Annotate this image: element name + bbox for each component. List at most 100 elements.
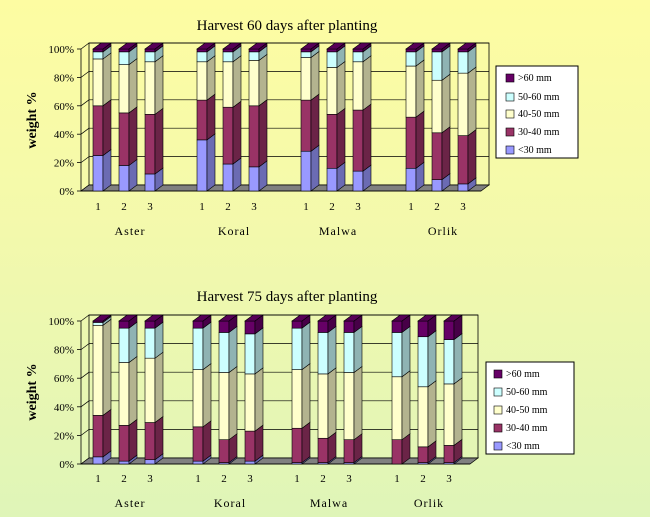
bar-front: [144, 48, 156, 53]
bar-front: [431, 79, 443, 134]
bar-top: [244, 314, 264, 322]
bar-front: [118, 51, 130, 65]
bar-segment-40-50: [343, 365, 363, 441]
bar-label: 2: [434, 201, 440, 213]
bar-front: [326, 114, 338, 169]
legend-label: 30-40 mm: [518, 127, 560, 138]
bar-front: [192, 369, 204, 428]
bar-segment-50-60: [218, 325, 238, 374]
bar-segment-30-40: [248, 99, 268, 168]
bar-front: [300, 99, 312, 152]
bar-front: [317, 332, 329, 375]
bar-top: [144, 42, 164, 50]
bar-side: [301, 321, 311, 371]
bar-segment-40-50: [92, 52, 112, 107]
gridline-diagonal: [80, 42, 90, 50]
bar-front: [352, 51, 364, 63]
y-axis-label: weight %: [25, 363, 40, 420]
bar-front: [300, 57, 312, 101]
bar-front: [92, 51, 104, 60]
bar-side: [102, 148, 112, 192]
bar-front: [300, 150, 312, 192]
bar-segment-40-50: [248, 53, 268, 107]
bar-segment-40-50: [118, 355, 138, 426]
bar-side: [154, 415, 164, 461]
bar-side: [353, 325, 363, 374]
bar-front: [443, 445, 455, 463]
bar-segment-50-60: [417, 330, 437, 388]
bar-side: [258, 99, 268, 168]
bar-front: [417, 446, 429, 463]
bar-front: [192, 320, 204, 329]
bar-front: [222, 163, 234, 192]
bar-side: [202, 321, 212, 371]
bar-side: [154, 107, 164, 175]
bar-top: [417, 314, 437, 322]
bar-front: [244, 373, 256, 432]
bar-front: [300, 48, 312, 53]
bar-side: [362, 103, 372, 172]
bar-front: [443, 383, 455, 446]
category-label: Orlik: [414, 496, 444, 510]
bar-segment-30-40: [222, 100, 242, 165]
bar-front: [244, 320, 256, 335]
bar-label: 2: [225, 201, 231, 213]
bar-segment-50-60: [244, 327, 264, 375]
bar-side: [427, 330, 437, 388]
bar-front: [317, 437, 329, 463]
bar-front: [326, 167, 338, 192]
bar-segment-40-50: [222, 55, 242, 108]
bar-label: 1: [303, 201, 309, 213]
bar-side: [327, 367, 337, 439]
bar-label: 2: [329, 201, 335, 213]
bar-side: [254, 367, 264, 432]
bar-segment-40-50: [196, 55, 216, 101]
bar-side: [353, 365, 363, 441]
bar-top: [352, 42, 372, 50]
gridline-diagonal: [80, 156, 90, 163]
bar-front: [118, 425, 130, 462]
y-tick-label: 80%: [54, 72, 74, 84]
legend-label: 30-40 mm: [506, 423, 548, 434]
bar-front: [218, 320, 230, 333]
bar-front: [222, 51, 234, 63]
bar-segment-30-40: [92, 408, 112, 458]
bar-label: 3: [147, 201, 153, 213]
bar-top: [431, 42, 451, 50]
bar-front: [417, 336, 429, 388]
bar-segment-30-40: [405, 110, 425, 169]
bar-segment-50-60: [291, 321, 311, 371]
bar-segment-40-50: [391, 370, 411, 441]
bar-side: [441, 73, 451, 134]
bar-front: [118, 48, 130, 53]
bar-front: [291, 327, 303, 370]
bar-top: [192, 314, 212, 322]
bar-side: [310, 144, 320, 192]
bar-front: [144, 320, 156, 329]
bar-top: [343, 314, 363, 322]
bar-front: [222, 106, 234, 165]
category-label: Aster: [115, 224, 146, 238]
bar-top: [222, 42, 242, 50]
bar-front: [457, 135, 469, 185]
bar-front: [343, 439, 355, 463]
bar-segment-40-50: [118, 58, 138, 114]
bar-side: [102, 408, 112, 458]
bar-top: [248, 42, 268, 50]
bar-front: [92, 456, 104, 465]
y-axis-label: weight %: [25, 91, 40, 148]
bar-segment-50-60: [192, 321, 212, 371]
legend-swatch-gt60: [493, 369, 503, 379]
bar-side: [232, 100, 242, 165]
bar-front: [443, 320, 455, 340]
y-tick-label: 0%: [59, 459, 74, 471]
gridline-diagonal: [80, 99, 90, 107]
bar-segment-30-40: [144, 415, 164, 461]
chart-title: Harvest 75 days after planting: [197, 289, 378, 305]
bar-front: [391, 376, 403, 440]
chart-60-days: Harvest 60 days after planting weight % …: [25, 18, 579, 238]
bar-side: [336, 60, 346, 115]
bar-segment-30-40: [431, 126, 451, 181]
chart-75-days: Harvest 75 days after planting weight % …: [25, 289, 575, 510]
